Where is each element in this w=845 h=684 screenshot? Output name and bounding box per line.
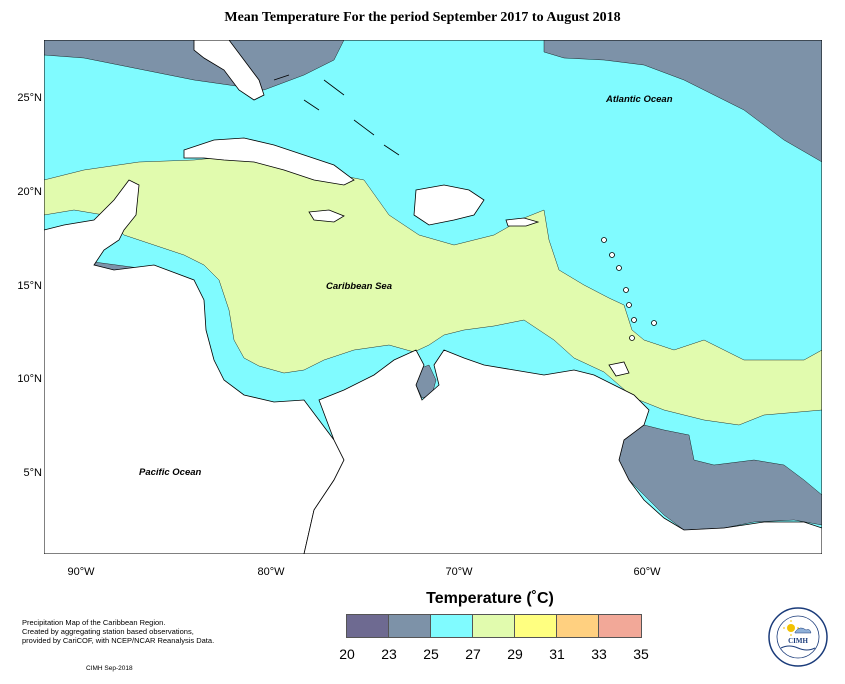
cool-zone-northeast [543, 40, 822, 163]
florida-land [193, 40, 265, 101]
lat-tick-10n: 10°N [17, 373, 42, 385]
caribbean-sea-label: Caribbean Sea [326, 281, 392, 292]
warm-zone-caribbean [44, 154, 822, 426]
atlantic-ocean-label: Atlantic Ocean [606, 94, 673, 105]
lat-tick-5n: 5°N [23, 467, 42, 479]
legend-tick-31: 31 [549, 646, 565, 662]
lat-tick-20n: 20°N [17, 186, 42, 198]
legend-swatch-29-31 [515, 615, 557, 637]
legend-tick-29: 29 [507, 646, 523, 662]
cool-zone-northwest [44, 40, 345, 91]
legend-swatch-25-27 [431, 615, 473, 637]
legend-title: Temperature (˚C) [426, 590, 554, 607]
lon-tick-80w: 80°W [257, 566, 285, 578]
lon-tick-60w: 60°W [633, 566, 661, 578]
legend-swatch-20-23 [347, 615, 389, 637]
cuba-land [183, 137, 355, 186]
pacific-ocean-label: Pacific Ocean [139, 467, 202, 478]
land-masses [44, 40, 822, 554]
legend-tick-25: 25 [423, 646, 439, 662]
lat-tick-15n: 15°N [17, 280, 42, 292]
trinidad-land [608, 361, 630, 377]
lesser-antilles [601, 237, 657, 341]
lon-tick-90w: 90°W [67, 566, 95, 578]
lat-tick-25n: 25°N [17, 92, 42, 104]
legend-tick-33: 33 [591, 646, 607, 662]
legend-tick-23: 23 [381, 646, 397, 662]
map-footnote: Precipitation Map of the Caribbean Regio… [22, 618, 242, 645]
legend-tick-20: 20 [339, 646, 355, 662]
jamaica-land [308, 209, 345, 223]
legend-swatch-31-33 [557, 615, 599, 637]
legend-color-bar [346, 614, 642, 638]
puerto-rico-land [505, 217, 540, 227]
legend-swatch-27-29 [473, 615, 515, 637]
logo-text: CIMH [788, 637, 808, 645]
bahamas-islands [273, 74, 400, 156]
footnote-line-3: provided by CariCOF, with NCEP/NCAR Rean… [22, 636, 215, 645]
legend-swatch-33-35 [599, 615, 641, 637]
footnote-line-2: Created by aggregating station based obs… [22, 627, 194, 636]
map-title: Mean Temperature For the period Septembe… [224, 10, 621, 25]
footnote-line-1: Precipitation Map of the Caribbean Regio… [22, 618, 166, 627]
lon-tick-70w: 70°W [445, 566, 473, 578]
south-america-land [303, 349, 822, 554]
cimh-logo: CIMH [767, 606, 829, 668]
legend-tick-35: 35 [633, 646, 649, 662]
cool-zone-guianas [618, 424, 822, 531]
hispaniola-land [413, 184, 485, 226]
map-credit: CIMH Sep-2018 [86, 665, 133, 672]
legend-tick-27: 27 [465, 646, 481, 662]
temperature-map [44, 40, 822, 554]
legend-swatch-23-25 [389, 615, 431, 637]
